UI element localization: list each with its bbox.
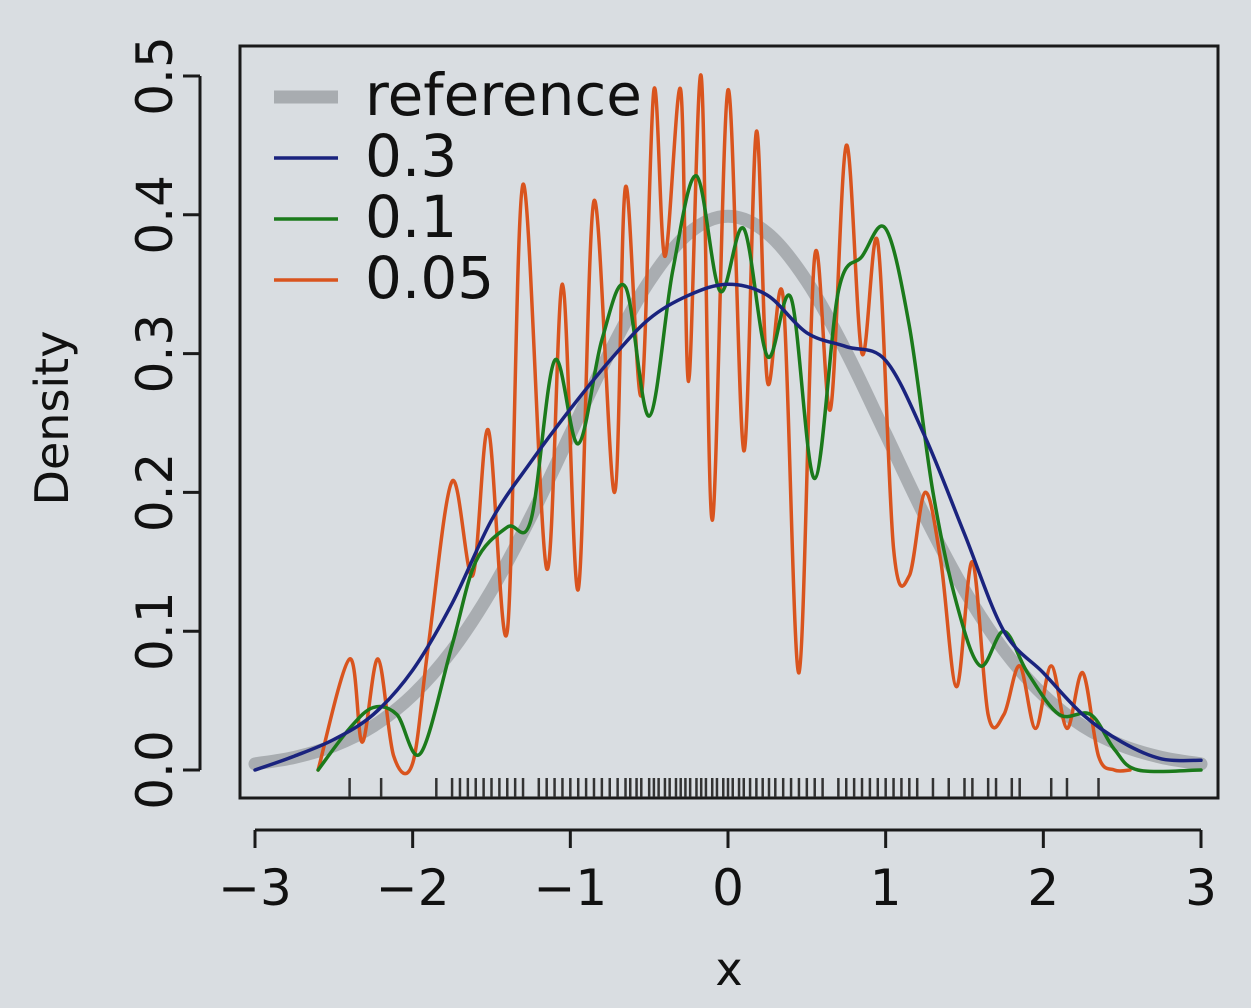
x-axis: −3 −2 −1 0 1 2 3 — [218, 828, 1217, 917]
legend-label: 0.1 — [365, 183, 457, 251]
x-tick-label: −3 — [218, 859, 292, 917]
series-line-0-05 — [316, 73, 1132, 776]
x-tick-label: 3 — [1185, 859, 1217, 917]
x-tick-label: −2 — [376, 859, 450, 917]
series-line-0-1 — [316, 174, 1203, 774]
y-tick-label: 0.3 — [126, 314, 184, 394]
y-axis-label: Density — [25, 331, 79, 506]
y-tick-label: 0.5 — [126, 36, 184, 116]
x-tick-label: 0 — [712, 859, 744, 917]
x-axis-label: x — [715, 942, 742, 996]
y-tick-label: 0.1 — [126, 591, 184, 671]
rug-marks — [348, 778, 1100, 797]
y-tick-label: 0.0 — [126, 730, 184, 810]
series-line-0-3 — [253, 282, 1203, 772]
legend-label: 0.05 — [365, 244, 494, 312]
y-tick-label: 0.4 — [126, 175, 184, 255]
x-tick-label: −1 — [533, 859, 607, 917]
legend-label: 0.3 — [365, 122, 457, 190]
series-lines — [248, 73, 1208, 776]
legend-label: reference — [365, 61, 642, 129]
y-tick-label: 0.2 — [126, 453, 184, 533]
x-tick-label: 1 — [870, 859, 902, 917]
x-tick-label: 2 — [1027, 859, 1059, 917]
y-axis: 0.0 0.1 0.2 0.3 0.4 0.5 — [126, 36, 202, 810]
